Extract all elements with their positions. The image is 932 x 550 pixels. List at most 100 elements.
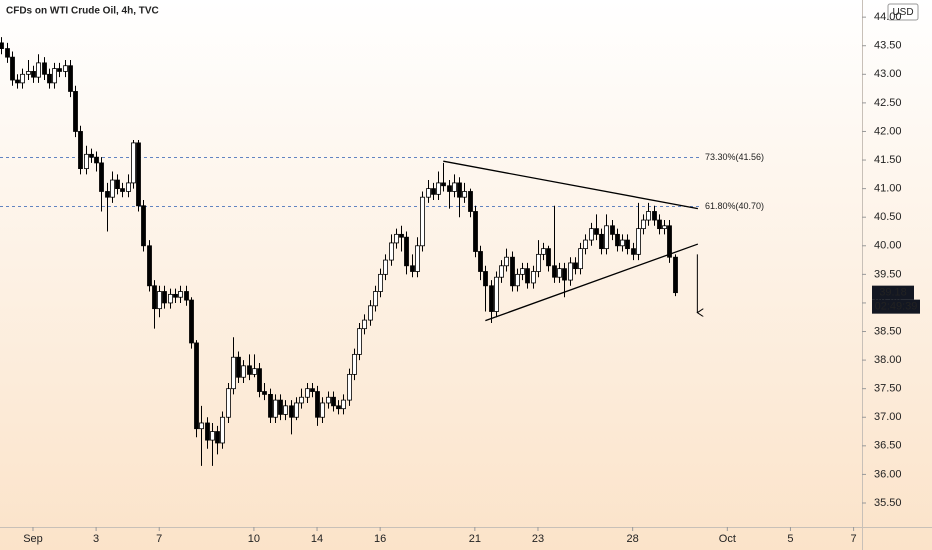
candle-body xyxy=(620,239,625,247)
candle-body xyxy=(615,233,620,247)
candle-body xyxy=(510,256,515,287)
currency[interactable]: USD xyxy=(892,7,913,18)
candle-body xyxy=(404,236,409,267)
candle-body xyxy=(136,142,141,207)
candle-body xyxy=(89,153,94,158)
candle-body xyxy=(236,356,241,378)
candle-body xyxy=(141,205,146,247)
candle-body xyxy=(362,319,367,330)
candle-body xyxy=(20,73,25,84)
candle-body xyxy=(536,253,541,272)
candle-body xyxy=(646,211,651,221)
candle-body xyxy=(541,248,546,255)
candle-body xyxy=(568,262,573,281)
candle-body xyxy=(10,56,15,81)
candle-body xyxy=(373,291,378,307)
candle-body xyxy=(42,62,47,75)
candle-body xyxy=(57,68,62,72)
candle-body xyxy=(410,265,415,272)
candle-body xyxy=(262,391,267,395)
candle-body xyxy=(552,265,557,278)
candle-body xyxy=(126,182,131,192)
x-tick-label: 10 xyxy=(248,533,260,545)
candle-body xyxy=(105,191,110,198)
candle-body xyxy=(173,293,178,298)
candle-body xyxy=(184,291,189,301)
candle-body xyxy=(462,191,467,198)
candle-body xyxy=(215,431,220,444)
candle-body xyxy=(131,142,136,184)
candle-body xyxy=(468,191,473,212)
candle-body xyxy=(147,245,152,287)
trendline xyxy=(443,160,698,210)
candle-body xyxy=(378,273,383,292)
candle-body xyxy=(415,245,420,272)
candle-body xyxy=(189,299,194,344)
candle-body xyxy=(15,79,20,84)
candle-body xyxy=(231,356,236,390)
candle-body xyxy=(452,182,457,192)
candle-body xyxy=(120,188,125,192)
candle-body xyxy=(546,248,551,267)
candle-body xyxy=(673,256,678,294)
candle-body xyxy=(394,233,399,244)
x-tick-label: 7 xyxy=(851,533,857,545)
candle-body xyxy=(473,211,478,252)
candle-body xyxy=(99,162,104,192)
candle-body xyxy=(241,365,246,378)
candle-body xyxy=(562,268,567,281)
candle-body xyxy=(47,73,52,84)
candle-body xyxy=(625,239,630,250)
last-price-box xyxy=(872,285,914,300)
candle-body xyxy=(178,291,183,298)
candle-body xyxy=(489,285,494,312)
candle-body xyxy=(610,225,615,235)
y-tick-label: 38.00 xyxy=(874,354,902,366)
candle-body xyxy=(94,156,99,164)
candle-body xyxy=(662,225,667,230)
candle-body xyxy=(583,239,588,250)
candle-body xyxy=(299,396,304,404)
candle-body xyxy=(63,65,68,72)
y-tick-label: 43.00 xyxy=(874,68,902,80)
candle-body xyxy=(210,431,215,441)
candle-body xyxy=(283,405,288,415)
candle-body xyxy=(431,188,436,195)
candle-body xyxy=(162,291,167,304)
candle-body xyxy=(294,402,299,418)
candle-body xyxy=(594,228,599,235)
candle-body xyxy=(441,182,446,187)
y-tick-label: 35.50 xyxy=(874,497,902,509)
y-tick-label: 40.50 xyxy=(874,211,902,223)
y-tick-label: 38.50 xyxy=(874,325,902,337)
candle-body xyxy=(152,285,157,310)
x-tick-label: 14 xyxy=(311,533,323,545)
candle-body xyxy=(589,228,594,241)
y-tick-label: 39.50 xyxy=(874,268,902,280)
x-tick-label: 21 xyxy=(469,533,481,545)
candle-body xyxy=(289,405,294,418)
candle-body xyxy=(604,225,609,250)
fib-label: 61.80%(40.70) xyxy=(705,201,764,211)
candle-body xyxy=(557,268,562,278)
currency-box[interactable] xyxy=(887,3,919,21)
candle-body xyxy=(531,271,536,284)
candle-body xyxy=(573,262,578,270)
candle-body xyxy=(320,402,325,418)
candle-body xyxy=(157,291,162,310)
candle-body xyxy=(515,273,520,287)
candle-body xyxy=(36,62,41,78)
candle-body xyxy=(667,225,672,258)
candle-body xyxy=(110,179,115,198)
candle-body xyxy=(84,153,89,170)
candle-body xyxy=(315,391,320,418)
y-tick-label: 41.00 xyxy=(874,183,902,195)
candle-body xyxy=(352,353,357,375)
candle-body xyxy=(652,211,657,221)
candle-body xyxy=(383,259,388,275)
candle-body xyxy=(273,399,278,418)
x-tick-label: 7 xyxy=(156,533,162,545)
fib-label: 73.30%(41.56) xyxy=(705,152,764,162)
candle-body xyxy=(205,422,210,441)
